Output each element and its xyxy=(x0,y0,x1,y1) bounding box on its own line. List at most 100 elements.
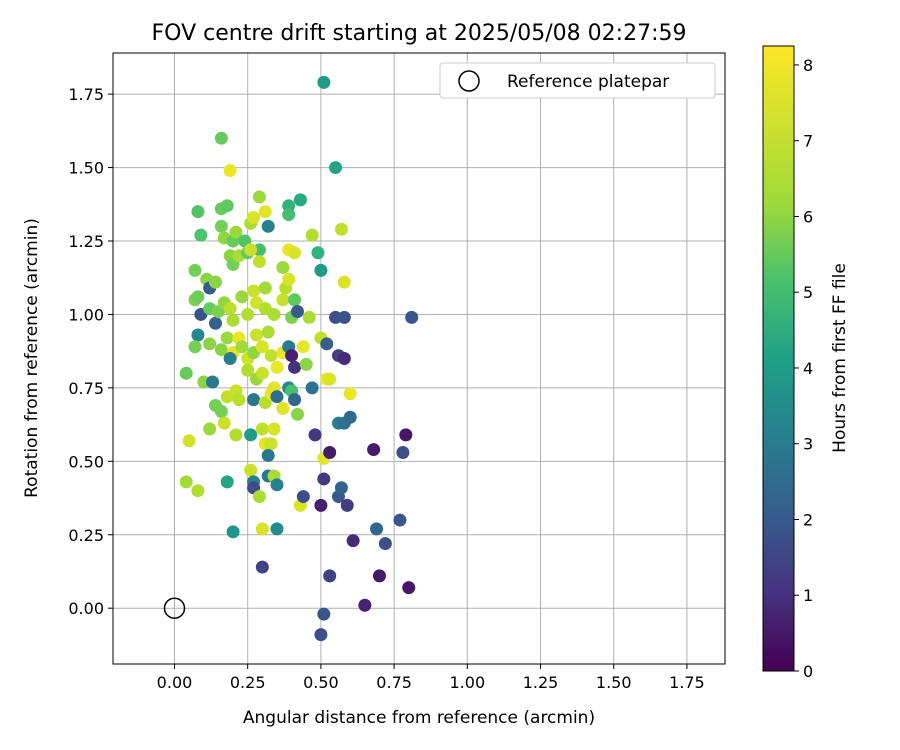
data-point xyxy=(252,255,266,269)
data-point xyxy=(334,222,348,236)
data-point xyxy=(214,343,228,357)
data-point xyxy=(288,293,302,307)
data-point xyxy=(346,534,360,548)
x-tick-label: 0.75 xyxy=(376,673,412,692)
data-point xyxy=(270,522,284,536)
data-point xyxy=(179,366,193,380)
colorbar-ticks: 0 1 2 3 4 5 6 7 8 xyxy=(794,56,813,681)
data-point xyxy=(191,328,205,342)
data-point xyxy=(317,472,331,486)
colorbar-tick-label: 6 xyxy=(803,207,813,226)
x-tick-label: 1.50 xyxy=(596,673,632,692)
legend-label-reference: Reference platepar xyxy=(507,72,669,92)
data-point xyxy=(188,263,202,277)
colorbar-tick-label: 3 xyxy=(803,435,813,454)
data-point xyxy=(323,446,337,459)
data-point xyxy=(241,363,255,377)
data-point xyxy=(220,331,234,345)
data-point xyxy=(191,205,205,219)
data-point xyxy=(264,437,278,451)
data-point xyxy=(293,193,307,207)
grid-lines xyxy=(113,53,725,664)
legend: Reference platepar xyxy=(439,62,716,99)
colorbar-tick-label: 1 xyxy=(803,586,813,605)
colorbar-tick-label: 0 xyxy=(803,662,813,681)
data-point xyxy=(285,349,299,363)
x-axis-label: Angular distance from reference (arcmin) xyxy=(243,708,595,728)
data-point xyxy=(393,513,407,527)
data-point xyxy=(358,598,372,612)
reference-platepar-marker xyxy=(163,597,186,619)
data-point xyxy=(220,475,234,489)
data-point xyxy=(261,448,275,462)
data-points xyxy=(179,75,419,642)
data-point xyxy=(252,490,266,504)
data-point xyxy=(370,522,384,536)
data-point xyxy=(255,522,269,536)
data-point xyxy=(255,560,269,574)
y-tick-label: 0.25 xyxy=(68,526,104,545)
y-axis-label: Rotation from reference (arcmin) xyxy=(22,218,42,498)
data-point xyxy=(367,443,381,457)
data-point xyxy=(323,372,337,386)
data-point xyxy=(405,310,419,324)
data-point xyxy=(311,246,325,260)
data-point xyxy=(270,360,284,374)
y-tick-label: 0.75 xyxy=(68,379,104,398)
data-point xyxy=(235,340,249,354)
data-point xyxy=(317,75,331,89)
data-point xyxy=(276,260,290,274)
y-tick-label: 0.50 xyxy=(68,452,104,471)
data-point xyxy=(296,490,310,504)
data-point xyxy=(252,190,266,204)
data-point xyxy=(214,219,228,233)
y-tick-label: 1.50 xyxy=(68,159,104,178)
data-point xyxy=(290,305,304,318)
data-point xyxy=(334,481,348,495)
data-point xyxy=(226,313,240,327)
plot-area-frame xyxy=(112,52,726,665)
colorbar-label: Hours from first FF file xyxy=(830,263,850,453)
x-tick-label: 0.00 xyxy=(157,673,193,692)
data-point xyxy=(203,337,217,351)
data-point xyxy=(229,428,243,442)
data-point xyxy=(320,337,334,351)
data-point xyxy=(372,569,386,583)
data-point xyxy=(261,325,275,339)
data-point xyxy=(261,219,275,233)
data-point xyxy=(396,446,410,459)
data-point xyxy=(247,211,261,224)
data-point xyxy=(343,387,357,401)
y-tick-label: 1.00 xyxy=(68,305,104,324)
data-point xyxy=(288,360,302,374)
data-point xyxy=(399,428,413,442)
data-point xyxy=(247,393,261,407)
data-point xyxy=(267,422,281,436)
data-point xyxy=(223,302,237,316)
data-point xyxy=(317,607,331,621)
y-tick-label: 1.75 xyxy=(68,85,104,104)
data-point xyxy=(290,407,304,421)
data-point xyxy=(305,228,319,242)
data-point xyxy=(308,428,322,442)
data-point xyxy=(402,581,416,595)
data-point xyxy=(217,416,231,430)
data-point xyxy=(249,328,263,342)
data-point xyxy=(188,340,202,354)
data-point xyxy=(314,498,328,512)
x-tick-label: 1.00 xyxy=(450,673,486,692)
data-point xyxy=(247,284,261,298)
data-point xyxy=(223,164,237,177)
data-point xyxy=(337,275,351,289)
colorbar-tick-label: 5 xyxy=(803,283,813,302)
data-point xyxy=(270,390,284,404)
data-point xyxy=(206,375,220,389)
data-point xyxy=(255,422,269,436)
data-point xyxy=(276,401,290,415)
chart-title: FOV centre drift starting at 2025/05/08 … xyxy=(152,21,687,46)
x-tick-label: 1.75 xyxy=(669,673,705,692)
data-point xyxy=(191,484,205,498)
y-tick-label: 0.00 xyxy=(68,599,104,618)
data-point xyxy=(208,316,222,330)
data-point xyxy=(282,272,296,286)
